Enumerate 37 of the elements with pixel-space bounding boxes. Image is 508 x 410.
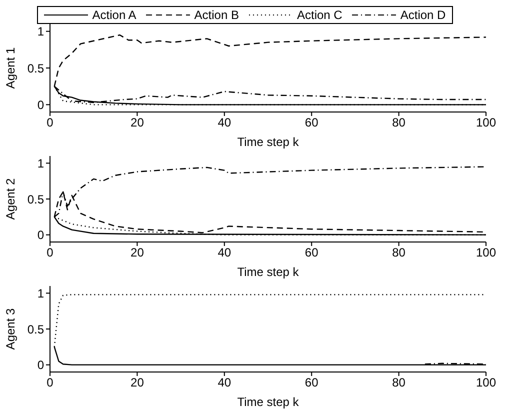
legend-label: Action D — [400, 8, 446, 22]
x-tick-label: 40 — [218, 376, 232, 390]
x-tick-label: 40 — [218, 116, 232, 130]
y-tick-label: 0 — [37, 98, 44, 112]
x-tick-label: 80 — [392, 376, 406, 390]
x-tick-label: 80 — [392, 246, 406, 260]
x-tick-label: 20 — [130, 246, 144, 260]
y-tick-label: 0.5 — [27, 192, 44, 206]
y-tick-label: 0 — [37, 358, 44, 372]
y-axis-title: Agent 2 — [3, 178, 18, 220]
x-axis-title: Time step k — [237, 135, 300, 149]
x-axis-title: Time step k — [237, 265, 300, 279]
x-tick-label: 0 — [46, 116, 54, 130]
x-tick-label: 0 — [46, 246, 54, 260]
x-tick-label: 100 — [476, 246, 496, 260]
x-tick-label: 100 — [476, 116, 496, 130]
y-axis-title: Agent 3 — [3, 308, 18, 350]
x-tick-label: 80 — [392, 116, 406, 130]
x-tick-label: 20 — [130, 116, 144, 130]
legend-label: Action C — [297, 8, 342, 22]
y-tick-label: 1 — [37, 156, 44, 170]
x-tick-label: 60 — [304, 116, 319, 130]
x-tick-label: 100 — [476, 376, 496, 390]
legend-label: Action B — [194, 8, 239, 22]
y-tick-label: 0.5 — [27, 61, 44, 76]
x-tick-label: 20 — [130, 376, 144, 390]
y-tick-label: 1 — [37, 24, 44, 39]
x-tick-label: 60 — [304, 376, 319, 390]
x-tick-label: 0 — [46, 376, 54, 390]
y-tick-label: 1 — [37, 286, 44, 300]
y-tick-label: 0.5 — [27, 322, 44, 336]
x-axis-title: Time step k — [237, 395, 300, 409]
x-tick-label: 60 — [304, 246, 319, 260]
y-axis-title: Agent 1 — [3, 46, 18, 89]
y-tick-label: 0 — [37, 228, 44, 242]
legend-label: Action A — [92, 8, 136, 22]
x-tick-label: 40 — [218, 246, 232, 260]
